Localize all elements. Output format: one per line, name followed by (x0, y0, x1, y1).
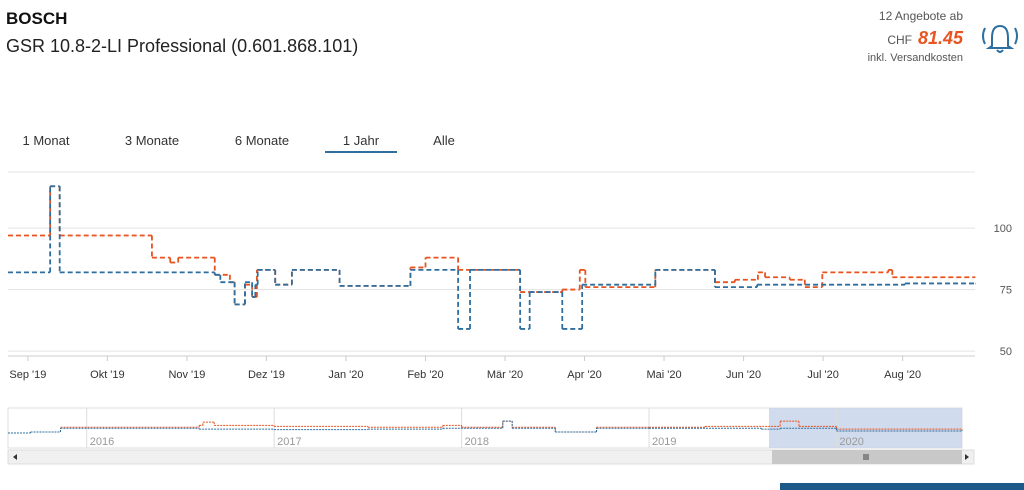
x-tick-label: Okt '19 (90, 369, 125, 381)
x-tick-label: Mär '20 (487, 369, 523, 381)
x-tick-label: Nov '19 (168, 369, 205, 381)
alert-bell[interactable] (982, 24, 1018, 53)
x-tick-label: 2016 (90, 436, 114, 448)
scroll-grip (863, 454, 869, 460)
x-tick-label: Apr '20 (567, 369, 602, 381)
x-tick-label: Dez '19 (248, 369, 285, 381)
footer-bar (780, 483, 1024, 490)
x-tick-label: 2017 (277, 436, 301, 448)
range-button[interactable]: 1 Jahr (343, 133, 380, 148)
x-tick-label: Sep '19 (9, 369, 46, 381)
offers: 12 Angebote ab (879, 9, 963, 23)
price: 81.45 (918, 28, 964, 48)
brand: BOSCH (6, 9, 67, 28)
x-tick-label: 2019 (652, 436, 676, 448)
y-tick-label: 100 (994, 223, 1012, 235)
y-tick-label: 75 (1000, 285, 1012, 297)
x-tick-label: Feb '20 (407, 369, 443, 381)
scrollbar[interactable] (7, 449, 975, 465)
shipping: inkl. Versandkosten (868, 52, 963, 64)
navigator-selection (768, 408, 962, 448)
currency: CHF (887, 33, 912, 47)
x-tick-label: Mai '20 (647, 369, 682, 381)
x-tick-label: Jun '20 (726, 369, 761, 381)
x-tick-label: Jul '20 (807, 369, 838, 381)
product-name: GSR 10.8-2-LI Professional (0.601.868.10… (6, 36, 358, 56)
x-tick-label: Jan '20 (328, 369, 363, 381)
x-tick-label: Aug '20 (884, 369, 921, 381)
scrollbar-thumb[interactable] (772, 450, 962, 464)
range-button[interactable]: Alle (433, 133, 455, 148)
x-tick-label: 2018 (465, 436, 489, 448)
range-button[interactable]: 3 Monate (125, 133, 179, 148)
y-tick-label: 50 (1000, 346, 1012, 358)
x-tick-label: 2020 (839, 436, 863, 448)
range-button[interactable]: 1 Monat (23, 133, 70, 148)
range-button[interactable]: 6 Monate (235, 133, 289, 148)
